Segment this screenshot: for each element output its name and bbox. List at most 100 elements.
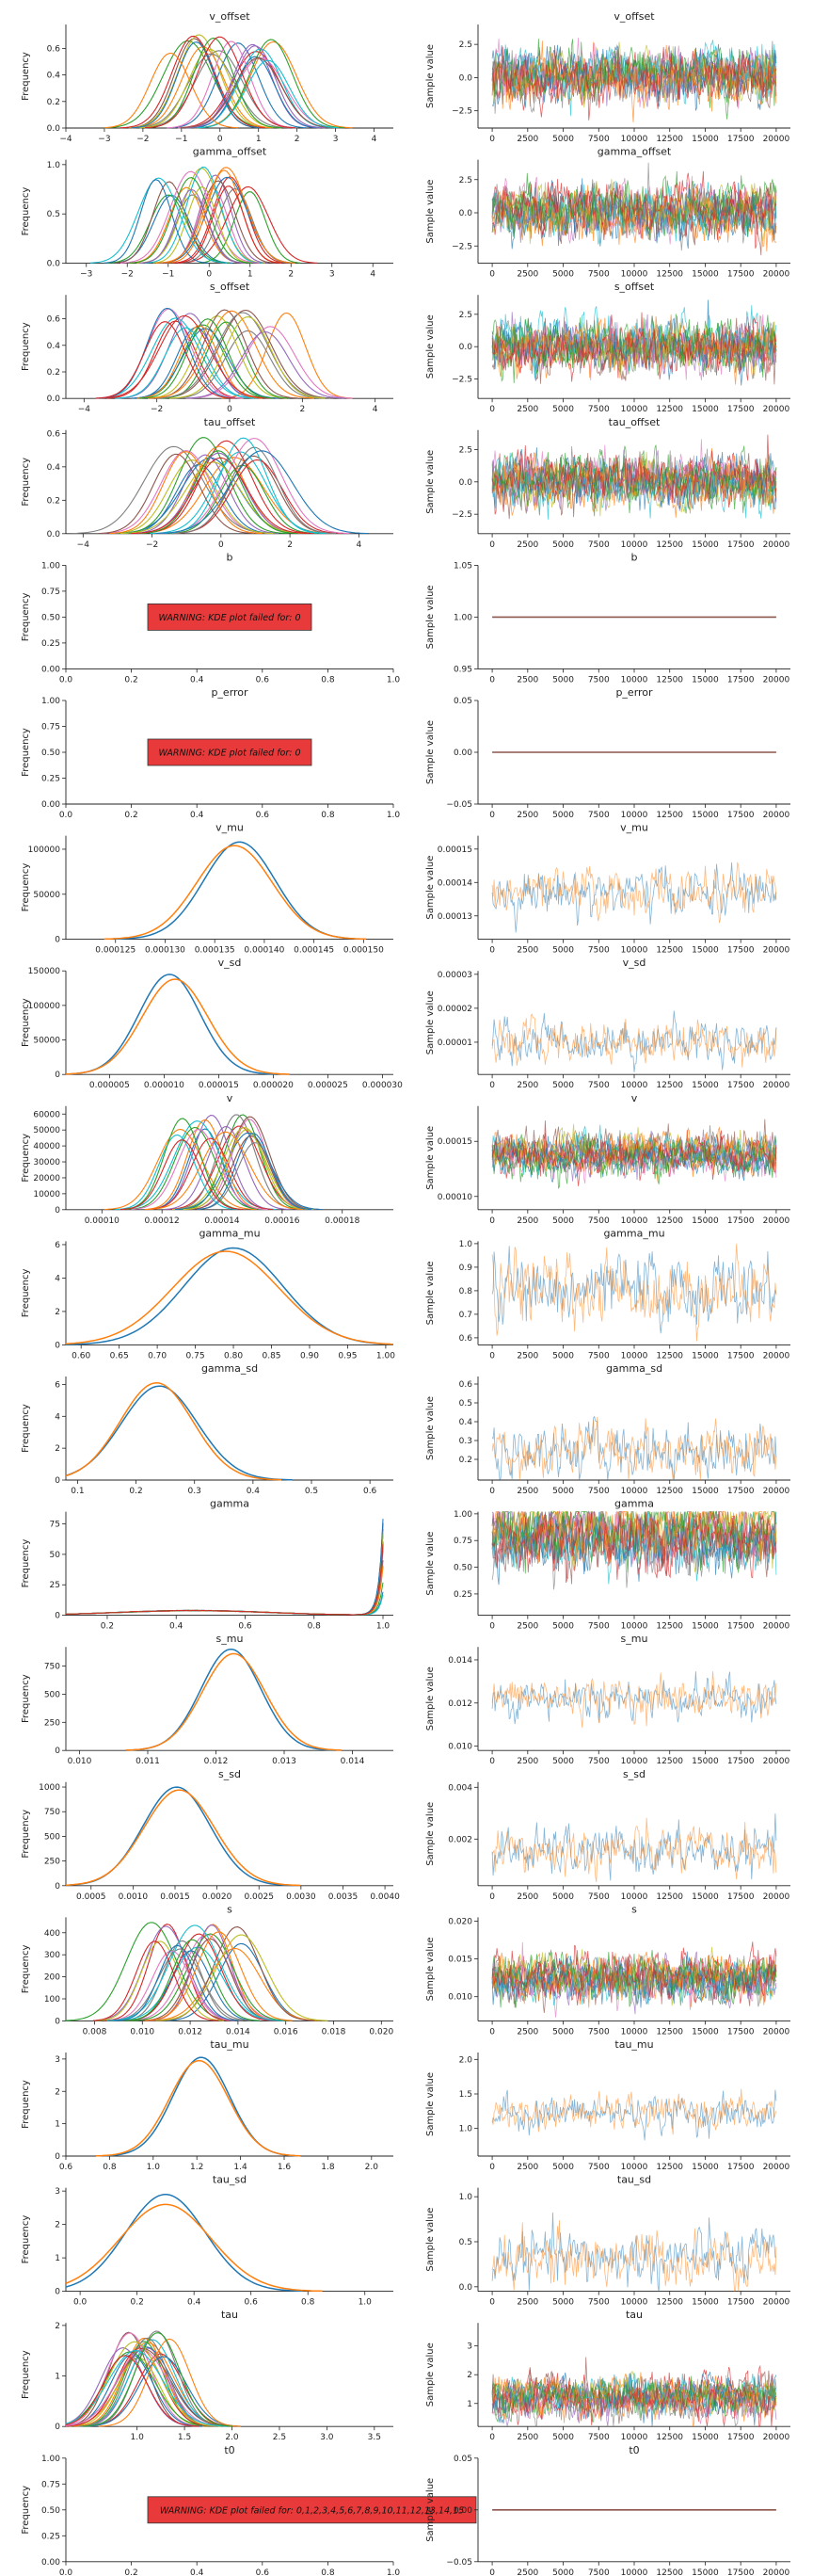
x-tick-label: 0.6 [363,1487,377,1496]
y-tick-label: 0.0 [459,73,473,83]
y-tick-label: 0.0 [47,530,61,539]
x-tick-label: 0.0015 [160,1892,190,1902]
trace-panel: v_offset Sample value 0 2500 5000 7500 10000 12… [425,10,790,144]
density-title: gamma_mu [199,1227,260,1239]
density-curve [120,170,260,264]
y-tick-label: 0.00015 [438,1137,472,1147]
y-tick-label: 0.020 [448,1917,472,1926]
trace-title: v_offset [614,10,655,23]
trace-panel: gamma_offset Sample value 0 2500 5000 7500 100… [425,146,790,280]
y-tick-label: 0.5 [459,2238,472,2247]
trace-line [491,180,777,245]
x-tick-label: 4 [372,135,377,144]
density-curve [180,1114,304,1211]
density-curve [197,1133,312,1211]
trace-panel: p_error Sample value 0 2500 5000 7500 10000 125… [425,686,790,820]
y-tick-label: 0.25 [41,775,60,784]
density-curve [172,459,342,535]
density-y-label: Frequency [21,2486,31,2535]
x-tick-label: 0.0005 [76,1892,106,1902]
y-tick-label: 2.0 [459,2055,473,2065]
density-curve [66,1544,384,1616]
trace-y-label: Sample value [425,1666,436,1731]
density-curve [169,464,317,535]
x-tick-label: 0.4 [247,1487,261,1496]
trace-panel: v_sd Sample value 0 2500 5000 7500 10000 12500 1… [425,957,790,1090]
x-tick-label: 0.65 [110,1351,129,1360]
trace-line [491,1120,777,1186]
density-y-label: Frequency [21,1268,31,1317]
density-curve [65,1582,384,1616]
x-tick-label: 10000 [621,811,648,820]
y-tick-label: 0.00015 [438,845,472,855]
x-tick-label: 0 [489,2568,495,2576]
y-tick-label: 0 [55,2288,60,2297]
trace-y-label: Sample value [425,856,436,920]
x-tick-label: 12500 [656,1216,683,1226]
x-tick-label: 0 [489,2433,495,2442]
y-tick-label: 0.00014 [438,878,472,888]
x-tick-label: 2500 [517,1892,538,1902]
trace-title: tau_sd [617,2174,651,2186]
x-tick-label: 1.5 [178,2433,191,2442]
y-tick-label: 0 [55,2423,60,2432]
x-tick-label: 0.000015 [199,1081,239,1090]
y-tick-label: 0.5 [47,210,60,219]
density-curve [139,48,282,129]
y-tick-label: 0 [55,1747,60,1756]
density-curve [104,1924,231,2021]
x-tick-label: 12500 [656,946,683,956]
x-tick-label: 5000 [552,2298,574,2308]
x-tick-label: 2500 [517,1622,538,1632]
trace-line [491,2088,777,2135]
y-tick-label: 0.0 [47,260,61,269]
x-tick-label: 10000 [621,1892,648,1902]
density-curve [118,313,263,399]
x-tick-label: 0.4 [190,675,204,684]
trace-line [491,1243,777,1342]
density-curve [95,321,235,399]
x-tick-label: 10000 [621,135,648,144]
x-tick-label: 0 [489,540,495,550]
trace-line [491,314,777,379]
trace-panel: gamma_mu Sample value 0 2500 5000 7500 10000 12… [425,1227,790,1360]
trace-line [491,2375,777,2427]
density-y-label: Frequency [21,2215,31,2264]
y-tick-label: 1.00 [41,697,60,706]
trace-panel: s_mu Sample value 0 2500 5000 7500 10000 12500 1… [425,1633,790,1766]
density-curve [164,1125,290,1211]
y-tick-label: 0 [55,1341,60,1350]
x-tick-label: 20000 [763,675,790,684]
x-tick-label: 0.2 [124,675,137,684]
x-tick-label: 5000 [552,1487,574,1496]
y-tick-label: 0.6 [459,1334,473,1344]
x-tick-label: 0.60 [72,1351,90,1360]
x-tick-label: 0 [227,405,232,414]
y-tick-label: 1000 [39,1783,60,1793]
density-curve [174,1132,323,1211]
y-tick-label: 6 [55,1241,60,1250]
x-tick-label: 12500 [656,1487,683,1496]
y-tick-label: 0.50 [41,2506,60,2516]
y-tick-label: 0.0 [47,394,61,404]
x-tick-label: 7500 [588,540,610,550]
x-tick-label: 0.010 [130,2027,154,2037]
trace-y-label: Sample value [425,2343,436,2407]
x-tick-label: 1 [247,270,253,280]
x-tick-label: 0.2 [129,1487,142,1496]
x-tick-label: 5000 [552,270,574,280]
y-tick-label: 0.2 [47,98,60,107]
trace-title: s_sd [623,1768,646,1780]
x-tick-label: 20000 [763,270,790,280]
x-tick-label: 2500 [517,2568,538,2576]
x-tick-label: 15000 [692,135,719,144]
density-panel: tau_sd Frequency 0.0 0.2 0.4 0.6 0.8 1.0 0 1 2 3 [21,2174,393,2308]
density-curve [104,40,271,129]
trace-line [491,1817,777,1882]
density-panel: gamma_mu Frequency 0.60 0.65 0.70 0.75 0.80 0.8… [21,1227,395,1360]
chart-row-tau: tau Frequency 1.0 1.5 2.0 2.5 3.0 3.5 0 1 2 tau Samp… [21,2309,790,2442]
x-tick-label: 10000 [621,2568,648,2576]
x-tick-label: 2500 [517,540,538,550]
x-tick-label: 5000 [552,1757,574,1766]
